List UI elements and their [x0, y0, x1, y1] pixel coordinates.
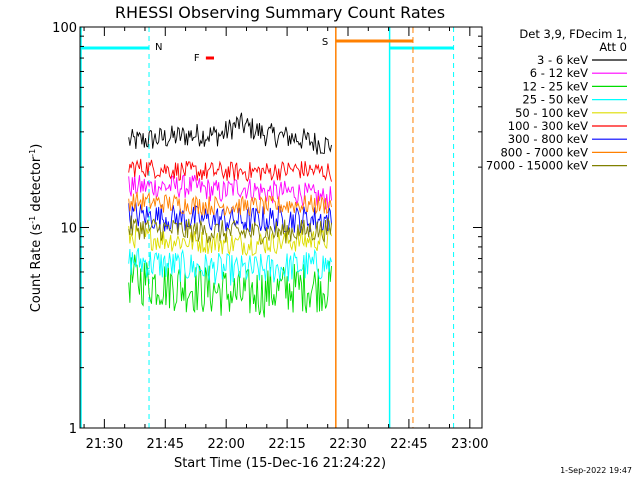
legend-label-3: 12 - 25 keV [522, 79, 588, 93]
x-tick-label: 22:15 [268, 437, 305, 452]
y-tick-label: 100 [52, 21, 77, 36]
x-axis-label: Start Time (15-Dec-16 21:24:22) [174, 456, 386, 471]
saa-label: S [322, 37, 328, 48]
legend-label-4: 25 - 50 keV [522, 93, 588, 107]
x-tick-label: 21:45 [147, 437, 184, 452]
series-line-1 [128, 112, 332, 155]
legend-label-8: 800 - 7000 keV [500, 145, 588, 159]
y-label-sup2: -1 [28, 149, 37, 157]
series-line-4 [128, 247, 332, 286]
y-label-end: ) [29, 144, 44, 149]
series-line-8 [128, 191, 332, 217]
axes: 1 10 100 21:30 21:45 22:00 22:15 22:30 22:45 23:0… [52, 21, 488, 452]
legend-label-9: 7000 - 15000 keV [486, 159, 588, 173]
flare-label: F [194, 53, 200, 64]
x-tick-label: 21:30 [86, 437, 123, 452]
y-label-mid: detector [29, 156, 44, 216]
legend-label-5: 50 - 100 keV [515, 106, 588, 120]
y-label-sup1: -1 [28, 216, 37, 224]
legend-label-2: 6 - 12 keV [530, 66, 588, 80]
chart-title: RHESSI Observing Summary Count Rates [115, 3, 445, 22]
legend-label-6: 100 - 300 keV [508, 119, 588, 133]
y-label-main: Count Rate (s [29, 224, 44, 313]
x-tick-label: 22:30 [329, 437, 366, 452]
y-tick-label: 1 [69, 422, 77, 437]
series-line-2 [128, 174, 332, 210]
plot-timestamp: 1-Sep-2022 19:47 [560, 466, 632, 475]
x-tick-label: 22:45 [390, 437, 427, 452]
y-axis-label-text: Count Rate (s-1 detector-1) [28, 144, 44, 313]
y-tick-label: 10 [60, 222, 77, 237]
legend-label-7: 300 - 800 keV [508, 132, 588, 146]
series-line-7 [128, 201, 332, 234]
series-group [128, 112, 332, 318]
night-label: N [155, 42, 162, 53]
legend-header-line2: Att 0 [599, 40, 627, 54]
x-tick-label: 22:00 [207, 437, 244, 452]
legend-label-1: 3 - 6 keV [537, 53, 588, 67]
y-axis-label: Count Rate (s-1 detector-1) [28, 144, 44, 313]
x-tick-label: 23:00 [451, 437, 488, 452]
series-line-9 [128, 215, 332, 245]
series-line-6 [128, 158, 332, 182]
legend-header-line1: Det 3,9, FDecim 1, [519, 27, 627, 41]
